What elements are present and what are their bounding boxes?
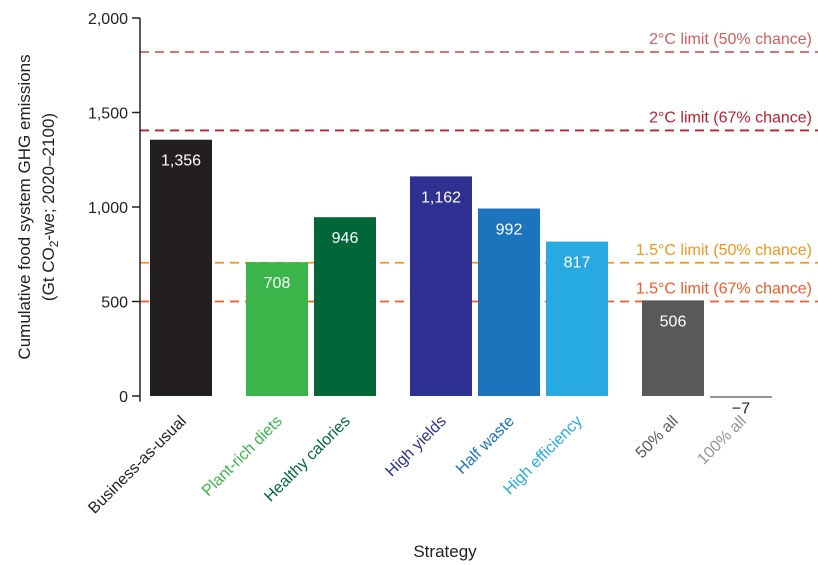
x-axis-title: Strategy	[413, 542, 477, 561]
bar-value-label: 1,162	[421, 189, 461, 206]
bar-value-label: 992	[496, 222, 523, 239]
bar-value-label: −7	[732, 400, 750, 417]
bar	[150, 139, 212, 396]
y-axis-title: Cumulative food system GHG emissions (Gt …	[15, 54, 61, 359]
bar	[410, 176, 472, 396]
y-tick-label: 1,000	[88, 200, 128, 217]
x-tick-label: Half waste	[453, 413, 518, 478]
bar-value-label: 1,356	[161, 153, 201, 170]
limit-label: 2°C limit (67% chance)	[649, 109, 812, 126]
x-tick-label: 100% all	[694, 413, 749, 468]
bar	[642, 300, 704, 396]
limit-label: 1.5°C limit (50% chance)	[636, 242, 812, 259]
y-tick-label: 2,000	[88, 11, 128, 28]
x-tick-label: 50% all	[633, 413, 682, 462]
y-axis: 0 500 1,000 1,500 2,000	[88, 11, 141, 406]
bar	[478, 208, 540, 396]
x-tick-label: Business-as-usual	[85, 413, 189, 517]
x-tick-labels: Business-as-usual Plant-rich dietsHealthy…	[85, 413, 749, 518]
y-tick-label: 1,500	[88, 106, 128, 123]
bar	[710, 396, 772, 398]
bar-value-label: 817	[564, 255, 591, 272]
bar-value-label: 946	[332, 230, 359, 247]
x-tick-label: High yields	[382, 413, 449, 480]
bar-value-label: 506	[660, 313, 687, 330]
bar	[246, 262, 308, 396]
y-tick-label: 500	[101, 295, 128, 312]
limit-label: 1.5°C limit (67% chance)	[636, 281, 812, 298]
bars: 1,356 708 946 1,162 992 817 506 −7	[150, 139, 772, 417]
y-tick-label: 0	[119, 389, 128, 406]
bar	[314, 217, 376, 396]
limit-label: 2°C limit (50% chance)	[649, 31, 812, 48]
bar	[546, 241, 608, 396]
bar-value-label: 708	[264, 275, 291, 292]
